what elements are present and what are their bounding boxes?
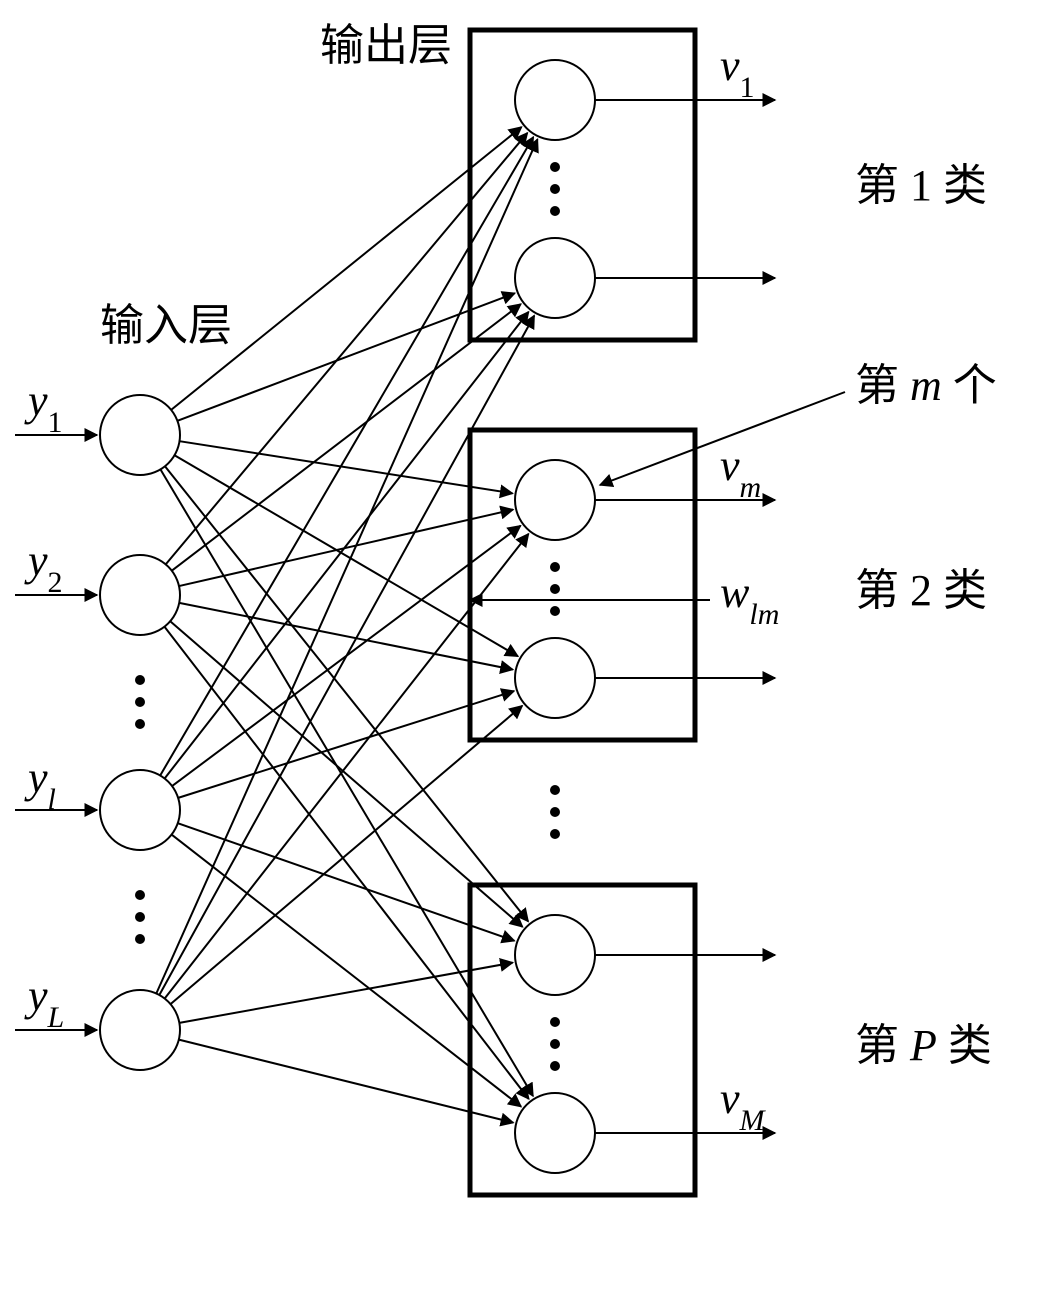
- ellipsis-dot: [550, 562, 560, 572]
- ellipsis-dot: [550, 1039, 560, 1049]
- ellipsis-dot: [550, 1061, 560, 1071]
- label-class-p: 第 P 类: [855, 1021, 992, 1070]
- label-y2: y2: [24, 536, 63, 599]
- label-wlm: wlm: [720, 568, 779, 631]
- output-node: [515, 460, 595, 540]
- edge: [159, 316, 534, 995]
- edge: [164, 627, 528, 1099]
- ellipsis-dot: [550, 184, 560, 194]
- edge: [179, 1040, 513, 1123]
- input-node: [100, 555, 180, 635]
- label-class-1: 第 1 类: [855, 161, 987, 210]
- label-mth: 第 m 个: [855, 361, 997, 410]
- ellipsis-dot: [135, 675, 145, 685]
- ellipsis-dot: [135, 697, 145, 707]
- label-yl: yl: [24, 753, 56, 816]
- label-y1: y1: [24, 376, 63, 439]
- ellipsis-dot: [135, 934, 145, 944]
- output-node: [515, 238, 595, 318]
- label-v1: v1: [720, 41, 755, 104]
- label-input-layer: 输入层: [100, 301, 232, 350]
- ellipsis-dot: [550, 606, 560, 616]
- label-class-2: 第 2 类: [855, 566, 987, 615]
- ellipsis-dot: [135, 912, 145, 922]
- output-node: [515, 638, 595, 718]
- ellipsis-dot: [550, 206, 560, 216]
- ellipsis-dot: [550, 829, 560, 839]
- edge: [165, 534, 529, 999]
- ellipsis-dot: [135, 719, 145, 729]
- label-output-layer: 输出层: [320, 21, 452, 70]
- output-node: [515, 60, 595, 140]
- edge: [160, 469, 533, 1096]
- ellipsis-dot: [135, 890, 145, 900]
- label-vM: vM: [720, 1074, 767, 1137]
- input-node: [100, 770, 180, 850]
- ellipsis-dot: [550, 1017, 560, 1027]
- label-vm: vm: [720, 441, 761, 504]
- edge: [179, 603, 513, 670]
- output-node: [515, 1093, 595, 1173]
- edge: [180, 441, 513, 493]
- input-node: [100, 395, 180, 475]
- ellipsis-dot: [550, 785, 560, 795]
- output-node: [515, 915, 595, 995]
- edge: [165, 312, 529, 779]
- ellipsis-dot: [550, 807, 560, 817]
- ellipsis-dot: [550, 162, 560, 172]
- label-yL: yL: [24, 971, 64, 1034]
- edge: [160, 137, 533, 775]
- ellipsis-dot: [550, 584, 560, 594]
- input-node: [100, 990, 180, 1070]
